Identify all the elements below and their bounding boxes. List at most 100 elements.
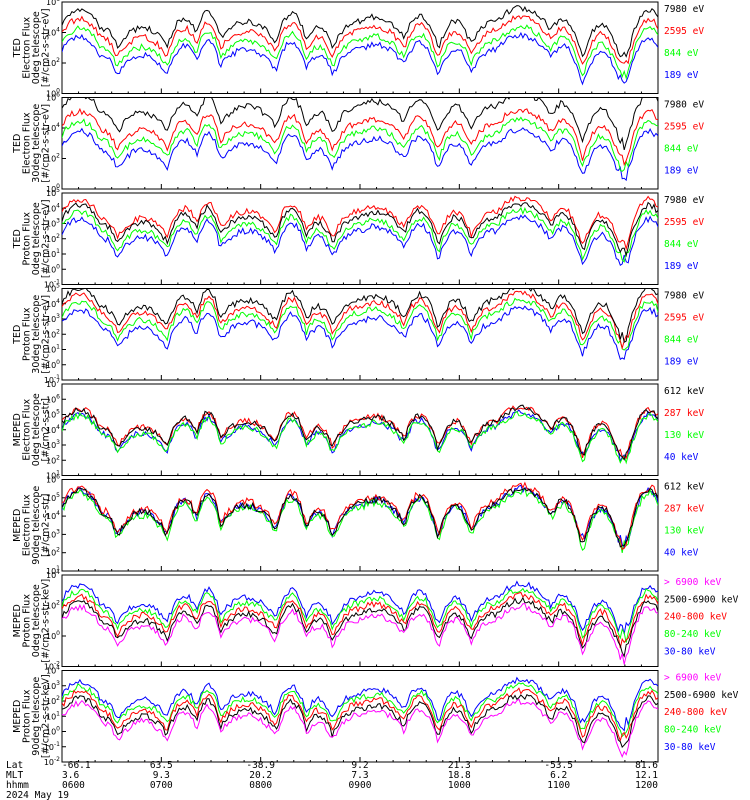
y-tick-label: 105 (46, 409, 60, 420)
y-tick-label: 10-2 (44, 661, 60, 672)
y-axis-label: TEDProton Flux30deg telescope[#/cm2-s-st… (12, 295, 52, 374)
footer-hhmm-value: 0600 (62, 780, 85, 791)
series-line (62, 297, 658, 351)
y-axis-label-line: Proton Flux (22, 307, 33, 361)
y-axis-label-line: [#/cm2-s-str-keV] (41, 579, 52, 663)
footer-mlt-value: 12.1 (635, 770, 658, 781)
y-axis-label-line: TED (12, 134, 23, 154)
series-group (62, 676, 658, 759)
series-line (62, 487, 658, 548)
y-tick-label: 105 (46, 492, 60, 503)
footer-lat-value: 63.5 (150, 760, 173, 771)
series-group (62, 481, 658, 553)
series-line (62, 195, 658, 251)
footer-lat-value: 81.6 (635, 760, 658, 771)
y-axis-label-line: 0deg telescope (31, 584, 42, 657)
legend-item: 30-80 keV (664, 742, 716, 753)
y-axis-label: MEPEDProton Flux0deg telescope[#/cm2-s-s… (12, 579, 52, 663)
series-line (62, 409, 658, 464)
y-axis-label: MEPEDProton Flux90deg telescope[#/cm2-s-… (12, 674, 52, 758)
y-axis-label-line: Proton Flux (22, 594, 33, 648)
footer-row-mlt: MLT (6, 770, 23, 781)
series-line (62, 214, 658, 266)
legend-item: > 6900 keV (664, 673, 721, 684)
legend-item: 240-800 keV (664, 707, 727, 718)
y-axis-label-line: [#/cm2-s-str-keV] (41, 674, 52, 758)
series-line (62, 107, 658, 167)
y-tick-label: 106 (46, 474, 60, 485)
y-axis-label-line: Electron Flux (22, 17, 33, 79)
legend-item: 844 eV (664, 335, 699, 346)
y-tick-label: 10-1 (44, 741, 60, 752)
series-line (62, 687, 658, 743)
y-tick-label: 104 (46, 202, 60, 213)
legend-item: 844 eV (664, 48, 699, 59)
panel-5: 101 102 103 104 105 106 107 MEPEDElectron Flux0… (12, 378, 704, 481)
y-axis-label-line: [#/cm2-s-str-eV] (41, 199, 52, 278)
footer-lat-value: -38.9 (246, 760, 275, 771)
y-axis-label-line: 0deg telescope (31, 202, 42, 275)
y-tick-label: 10-2 (44, 756, 60, 767)
y-tick-label: 103 (46, 439, 60, 450)
legend-item: 7980 eV (664, 291, 704, 302)
legend-item: 189 eV (664, 261, 699, 272)
y-axis-label-line: 0deg telescope (31, 11, 42, 84)
series-line (62, 587, 658, 643)
y-axis-label-line: TED (12, 229, 23, 249)
y-axis-label: MEPEDElectron Flux0deg telescope[#/cm2-s… (12, 393, 52, 466)
y-tick-label: 103 (46, 528, 60, 539)
legend-item: 240-800 keV (664, 612, 727, 623)
series-line (62, 290, 658, 350)
footer-hhmm-value: 1100 (547, 780, 570, 791)
plot-frame (61, 192, 659, 285)
legend-item: 612 keV (664, 482, 704, 493)
y-tick-label: 104 (46, 122, 60, 133)
y-axis-label-line: MEPED (12, 509, 23, 542)
series-line (62, 694, 658, 749)
y-axis-label-line: Proton Flux (22, 212, 33, 266)
series-line (62, 404, 658, 461)
series-line (62, 116, 658, 172)
legend-item: 80-240 keV (664, 725, 721, 736)
footer-mlt-value: 9.3 (153, 770, 170, 781)
y-tick-label: 105 (46, 187, 60, 198)
series-line (62, 405, 658, 459)
footer-mlt-value: 3.6 (62, 770, 79, 781)
y-tick-label: 107 (46, 378, 60, 389)
series-line (62, 676, 658, 732)
y-tick-label: 100 (46, 183, 60, 194)
footer-row-lat: Lat (6, 760, 23, 771)
footer-date: 2024 May 19 (6, 790, 69, 800)
series-line (62, 201, 658, 258)
series-line (62, 596, 658, 658)
legend-item: 2595 eV (664, 122, 704, 133)
footer-mlt-value: 18.8 (448, 770, 471, 781)
y-tick-label: 104 (46, 27, 60, 38)
plot-frame (61, 479, 659, 572)
y-tick-label: 106 (46, 0, 60, 7)
footer-lat-value: 9.2 (351, 760, 368, 771)
series-group (62, 5, 658, 86)
y-tick-label: 102 (46, 328, 60, 339)
series-line (62, 288, 658, 343)
y-tick-label: 102 (46, 454, 60, 465)
legend-item: 2500-6900 keV (664, 594, 739, 605)
legend-item: 80-240 keV (664, 629, 721, 640)
footer-mlt-value: 6.2 (550, 770, 567, 781)
y-tick-label: 103 (46, 218, 60, 229)
y-axis-label-line: MEPED (12, 604, 23, 637)
footer-lat-value: -66.1 (62, 760, 91, 771)
y-tick-label: 101 (46, 248, 60, 259)
y-axis-label-line: 30deg telescope (31, 104, 42, 183)
series-line (62, 206, 658, 263)
series-group (62, 97, 658, 182)
series-line (62, 580, 658, 635)
legend-item: 2595 eV (664, 217, 704, 228)
y-tick-label: 100 (46, 263, 60, 274)
